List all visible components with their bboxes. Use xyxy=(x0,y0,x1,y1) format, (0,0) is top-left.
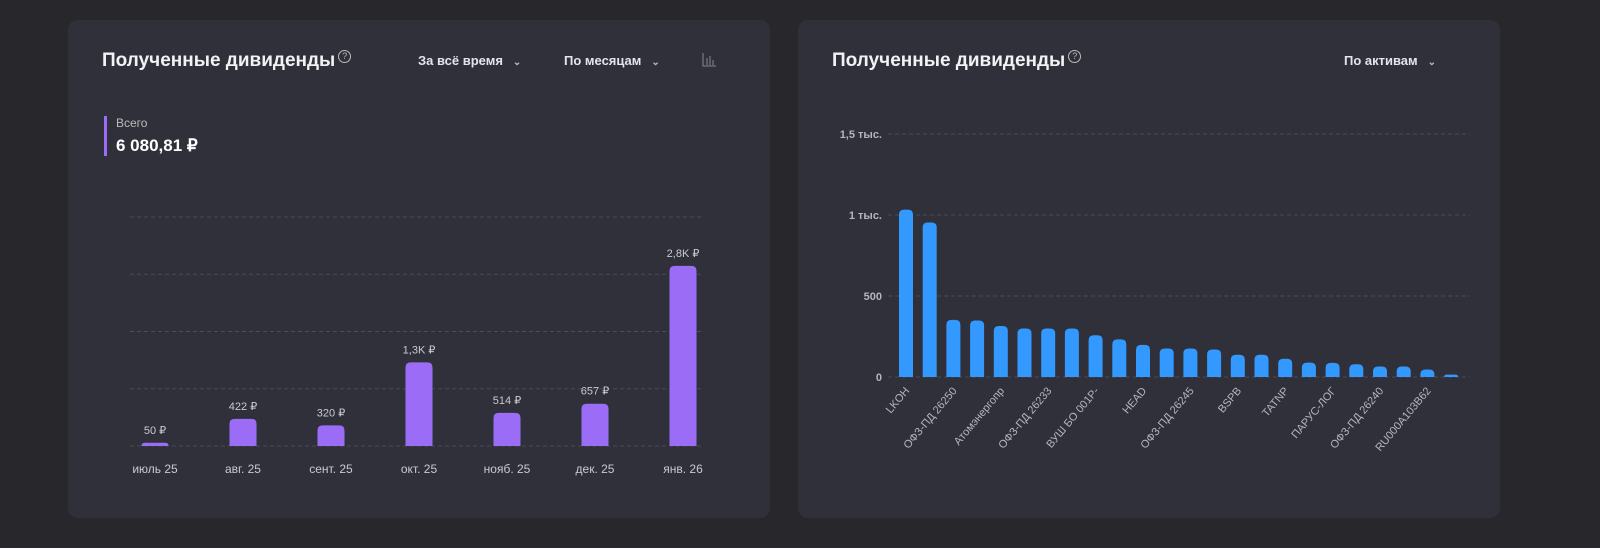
bar xyxy=(946,319,961,377)
bar xyxy=(669,265,697,446)
y-tick-label: 1 тыс. xyxy=(849,210,882,222)
x-tick-label: HEAD xyxy=(1120,385,1149,416)
bar xyxy=(229,418,257,446)
x-tick-label: авг. 25 xyxy=(225,462,261,476)
period-dropdown[interactable]: За всё время ⌄ xyxy=(418,53,522,68)
bar xyxy=(1325,362,1340,377)
data-label: 50 ₽ xyxy=(144,425,166,437)
panel-title: Полученные дивиденды? xyxy=(102,50,352,72)
chevron-down-icon: ⌄ xyxy=(512,57,522,68)
bar xyxy=(1112,339,1127,377)
x-tick-label: янв. 26 xyxy=(663,462,703,476)
bar xyxy=(993,325,1008,377)
bar xyxy=(493,412,521,446)
x-tick-label: ПАРУС-ЛОГ xyxy=(1289,385,1339,441)
help-icon[interactable]: ? xyxy=(338,50,352,63)
bar xyxy=(922,222,937,377)
data-label: 320 ₽ xyxy=(317,407,345,419)
grouping-dropdown[interactable]: По месяцам ⌄ xyxy=(564,53,660,68)
y-tick-label: 1,5 тыс. xyxy=(840,129,882,141)
bar xyxy=(317,425,345,446)
bar xyxy=(1088,335,1103,377)
bar xyxy=(1136,344,1150,377)
data-label: 422 ₽ xyxy=(229,401,257,413)
panel-title: Полученные дивиденды? xyxy=(832,50,1082,72)
bar xyxy=(405,362,433,446)
data-label: 2,8K ₽ xyxy=(667,248,700,260)
bar xyxy=(1420,369,1435,377)
x-tick-label: ВУШ БО 001Р- xyxy=(1044,385,1102,451)
bar xyxy=(1230,354,1245,377)
y-tick-label: 0 xyxy=(876,372,882,384)
total-summary: Всего 6 080,81 ₽ xyxy=(104,116,198,156)
bar xyxy=(141,442,169,446)
bar-chart-icon[interactable] xyxy=(702,53,716,67)
chevron-down-icon: ⌄ xyxy=(1427,57,1437,68)
bar xyxy=(899,209,913,377)
x-tick-label: дек. 25 xyxy=(576,462,615,476)
data-label: 1,3K ₽ xyxy=(403,344,436,356)
bar xyxy=(581,403,609,446)
x-tick-label: BSPB xyxy=(1216,385,1244,415)
bar xyxy=(1301,362,1316,377)
bar xyxy=(1349,364,1364,377)
bar xyxy=(1396,366,1411,377)
x-tick-label: нояб. 25 xyxy=(484,462,531,476)
bar xyxy=(1064,328,1079,377)
x-tick-label: июль 25 xyxy=(132,462,178,476)
help-icon[interactable]: ? xyxy=(1068,50,1082,63)
y-tick-label: 500 xyxy=(864,291,882,303)
dividends-by-month-panel: Полученные дивиденды? За всё время ⌄ По м… xyxy=(68,20,770,518)
bar xyxy=(1159,348,1174,377)
bar xyxy=(1373,366,1387,377)
x-tick-label: LKOH xyxy=(884,385,912,416)
monthly-bar-chart: 50 ₽ июль 25 422 ₽ авг. 25 320 ₽ сент. 25 1,3K… xyxy=(130,216,704,476)
bar xyxy=(1444,374,1459,377)
x-tick-label: сент. 25 xyxy=(309,462,353,476)
data-label: 514 ₽ xyxy=(493,395,521,407)
bar xyxy=(1254,354,1269,377)
bar xyxy=(1207,349,1222,377)
data-label: 657 ₽ xyxy=(581,386,609,398)
bar xyxy=(1017,328,1032,377)
x-tick-label: Атомэнергопр xyxy=(952,385,1007,448)
grouping-dropdown[interactable]: По активам ⌄ xyxy=(1344,53,1437,68)
bar xyxy=(1183,348,1198,377)
bar xyxy=(1041,328,1056,377)
bar xyxy=(970,320,985,377)
x-tick-label: TATNP xyxy=(1260,385,1291,419)
x-tick-label: окт. 25 xyxy=(401,462,438,476)
chevron-down-icon: ⌄ xyxy=(651,57,660,68)
bar xyxy=(1278,358,1293,377)
dividends-by-asset-panel: Полученные дивиденды? По активам ⌄ 0 500 1 … xyxy=(798,20,1500,518)
